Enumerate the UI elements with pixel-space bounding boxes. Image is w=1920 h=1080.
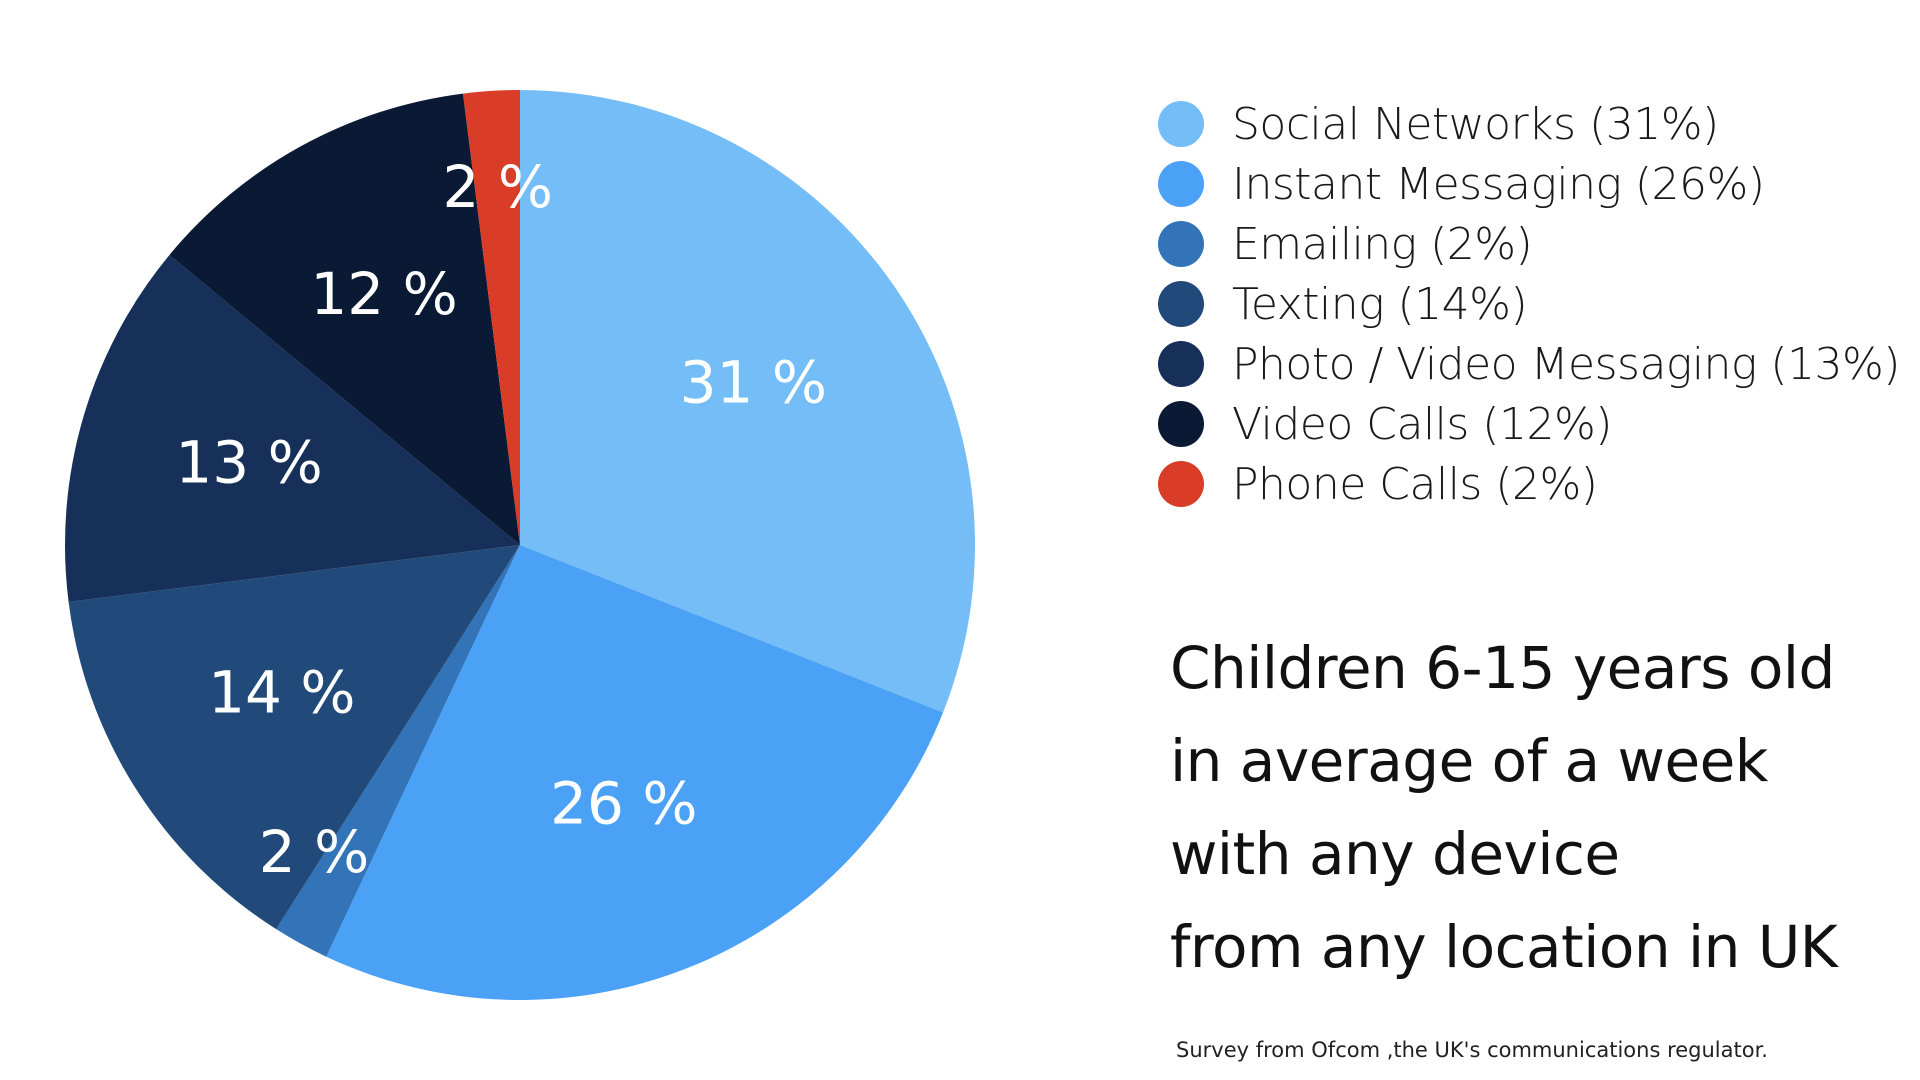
legend-item-social-networks: Social Networks (31%) <box>1158 94 1900 154</box>
legend-label: Instant Messaging (26%) <box>1232 158 1765 210</box>
legend-item-texting: Texting (14%) <box>1158 274 1900 334</box>
legend-item-emailing: Emailing (2%) <box>1158 214 1900 274</box>
pie-data-labels: 31 % 26 % 2 % 14 % 13 % 12 % 2 % <box>175 153 827 886</box>
source-note: Survey from Ofcom ,the UK's communicatio… <box>1176 1038 1768 1062</box>
legend-label: Emailing (2%) <box>1232 218 1533 270</box>
pie-slice-1 <box>326 545 944 1000</box>
caption-line: from any location in UK <box>1170 913 1838 981</box>
pie-slice-6 <box>462 90 520 545</box>
pie-slices <box>65 90 975 1000</box>
legend-item-photo-video-messaging: Photo / Video Messaging (13%) <box>1158 334 1900 394</box>
pie-data-label-5: 12 % <box>310 260 457 328</box>
legend-label: Social Networks (31%) <box>1232 98 1719 150</box>
pie-slice-5 <box>169 93 520 545</box>
pie-data-label-6: 2 % <box>442 153 552 221</box>
pie-slice-0 <box>520 90 975 713</box>
pie-chart: 31 % 26 % 2 % 14 % 13 % 12 % 2 % <box>65 90 975 1000</box>
pie-data-label-2: 2 % <box>259 818 369 886</box>
legend-swatch <box>1158 281 1204 327</box>
legend-swatch <box>1158 461 1204 507</box>
legend-swatch <box>1158 161 1204 207</box>
caption-line: in average of a week <box>1170 727 1768 795</box>
pie-slice-2 <box>276 545 520 957</box>
legend: Social Networks (31%) Instant Messaging … <box>1158 94 1900 514</box>
pie-slice-4 <box>65 254 521 603</box>
pie-data-label-0: 31 % <box>680 349 827 417</box>
pie-data-label-1: 26 % <box>550 769 697 837</box>
pie-data-label-3: 14 % <box>208 658 355 726</box>
legend-label: Texting (14%) <box>1232 278 1528 330</box>
caption-line: Children 6-15 years old <box>1170 634 1835 702</box>
legend-swatch <box>1158 341 1204 387</box>
legend-item-phone-calls: Phone Calls (2%) <box>1158 454 1900 514</box>
pie-slice-3 <box>68 545 520 930</box>
legend-swatch <box>1158 101 1204 147</box>
legend-label: Photo / Video Messaging (13%) <box>1232 338 1900 390</box>
legend-item-instant-messaging: Instant Messaging (26%) <box>1158 154 1900 214</box>
caption-line: with any device <box>1170 820 1620 888</box>
legend-label: Phone Calls (2%) <box>1232 458 1598 510</box>
legend-label: Video Calls (12%) <box>1232 398 1612 450</box>
legend-item-video-calls: Video Calls (12%) <box>1158 394 1900 454</box>
legend-swatch <box>1158 221 1204 267</box>
pie-data-label-4: 13 % <box>175 428 322 496</box>
chart-caption: Children 6-15 years old in average of a … <box>1170 622 1890 994</box>
legend-swatch <box>1158 401 1204 447</box>
